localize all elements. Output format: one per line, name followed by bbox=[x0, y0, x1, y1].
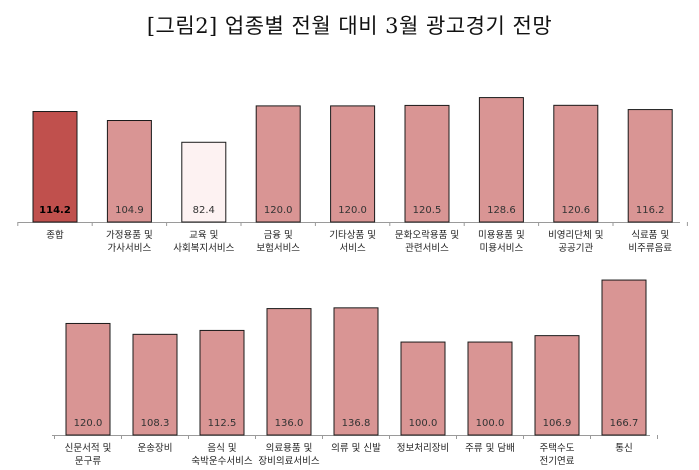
category-label: 가사서비스 bbox=[108, 243, 152, 254]
bar bbox=[199, 329, 245, 436]
bar bbox=[333, 307, 379, 436]
bar bbox=[132, 333, 178, 436]
category-label: 숙박운수서비스 bbox=[191, 456, 252, 467]
category-label: 보험서비스 bbox=[256, 243, 300, 254]
bar bbox=[553, 104, 599, 223]
bar-value-label: 136.8 bbox=[342, 418, 371, 429]
category-label: 가정용품 및 bbox=[106, 229, 153, 241]
category-label: 사회복지서비스 bbox=[173, 243, 234, 254]
bar-value-label: 112.5 bbox=[208, 418, 237, 429]
category-label: 비주류음료 bbox=[628, 243, 672, 254]
category-label: 의료용품 및 bbox=[266, 442, 313, 454]
bar bbox=[32, 111, 78, 223]
bar-value-label: 116.2 bbox=[636, 205, 665, 216]
category-label: 장비의료서비스 bbox=[258, 456, 319, 467]
category-label: 정보처리장비 bbox=[397, 442, 449, 454]
bar bbox=[627, 109, 673, 223]
bar bbox=[330, 105, 376, 223]
bar bbox=[601, 279, 647, 436]
bar bbox=[181, 141, 227, 223]
bar bbox=[478, 97, 524, 223]
category-label: 미용용품 및 bbox=[478, 229, 525, 241]
category-label: 문화오락용품 및 bbox=[395, 229, 459, 241]
bar-value-label: 100.0 bbox=[409, 418, 438, 429]
category-label: 의류 및 신발 bbox=[331, 442, 381, 454]
category-label: 기타상품 및 bbox=[329, 229, 376, 241]
category-label: 미용서비스 bbox=[480, 243, 524, 254]
category-label: 비영리단체 및 bbox=[548, 229, 604, 241]
bar bbox=[255, 105, 301, 223]
bar-value-label: 136.0 bbox=[275, 418, 304, 429]
bar bbox=[404, 104, 450, 223]
bar-value-label: 120.0 bbox=[338, 205, 367, 216]
bar-value-label: 120.6 bbox=[561, 205, 590, 216]
category-label: 통신 bbox=[615, 443, 632, 454]
bar-value-label: 100.0 bbox=[476, 418, 505, 429]
bar-value-label: 166.7 bbox=[610, 418, 639, 429]
bar-value-label: 108.3 bbox=[141, 418, 170, 429]
bar bbox=[467, 341, 513, 436]
bar bbox=[400, 341, 446, 436]
bar bbox=[106, 120, 152, 223]
category-label: 운송장비 bbox=[138, 443, 173, 454]
bar bbox=[65, 322, 111, 436]
category-label: 금융 및 bbox=[264, 229, 293, 241]
category-label: 공공기관 bbox=[558, 243, 593, 254]
category-label: 관련서비스 bbox=[405, 243, 449, 254]
category-label: 문구류 bbox=[75, 456, 101, 467]
category-label: 신문서적 및 bbox=[65, 442, 112, 454]
category-label: 주택수도 bbox=[540, 443, 575, 454]
category-label: 식료품 및 bbox=[631, 229, 669, 241]
category-label: 전기연료 bbox=[540, 456, 575, 467]
bar-value-label: 82.4 bbox=[193, 205, 215, 216]
category-label: 주류 및 담배 bbox=[465, 442, 515, 454]
bar-value-label: 128.6 bbox=[487, 205, 516, 216]
bar-value-label: 114.2 bbox=[39, 205, 71, 216]
category-label: 교육 및 bbox=[189, 229, 218, 241]
bar-value-label: 106.9 bbox=[543, 418, 572, 429]
category-label: 종합 bbox=[46, 230, 64, 241]
chart-title: [그림2] 업종별 전월 대비 3월 광고경기 전망 bbox=[146, 14, 553, 38]
bar-value-label: 120.0 bbox=[264, 205, 293, 216]
bar bbox=[266, 308, 312, 436]
bar bbox=[534, 335, 580, 436]
bar-value-label: 120.0 bbox=[74, 418, 103, 429]
bar-value-label: 104.9 bbox=[115, 205, 144, 216]
bar-value-label: 120.5 bbox=[413, 205, 442, 216]
category-label: 음식 및 bbox=[207, 442, 236, 454]
category-label: 서비스 bbox=[339, 243, 365, 254]
